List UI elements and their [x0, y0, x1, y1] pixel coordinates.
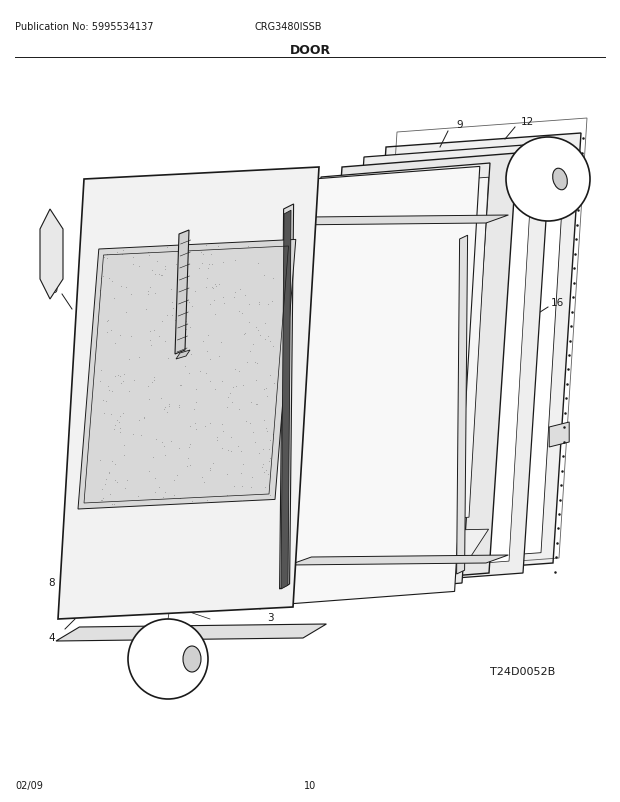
Text: T24D0052B: T24D0052B: [490, 666, 556, 676]
Text: 02/09: 02/09: [15, 780, 43, 790]
Polygon shape: [288, 167, 480, 604]
Polygon shape: [286, 216, 508, 225]
Polygon shape: [314, 154, 517, 587]
Ellipse shape: [183, 646, 201, 672]
Text: 40: 40: [226, 282, 239, 293]
Text: 39: 39: [45, 285, 59, 294]
Polygon shape: [176, 350, 190, 359]
Ellipse shape: [552, 169, 567, 191]
Text: 23: 23: [469, 553, 482, 562]
Text: 4: 4: [49, 632, 55, 642]
Text: 6: 6: [285, 227, 291, 237]
Polygon shape: [456, 236, 467, 574]
Polygon shape: [350, 160, 533, 573]
Polygon shape: [281, 211, 291, 589]
Polygon shape: [452, 416, 464, 529]
Polygon shape: [293, 164, 490, 597]
Text: 7: 7: [365, 207, 371, 217]
Text: eReplacementParts.com: eReplacementParts.com: [230, 464, 350, 475]
Text: 17: 17: [479, 327, 492, 338]
Text: CRG3480ISSB: CRG3480ISSB: [255, 22, 322, 32]
Text: 10: 10: [539, 171, 557, 184]
Text: 16: 16: [551, 298, 564, 308]
Text: 40: 40: [301, 550, 314, 561]
Polygon shape: [452, 525, 465, 533]
Polygon shape: [334, 178, 489, 528]
Polygon shape: [175, 231, 189, 354]
Polygon shape: [56, 624, 326, 642]
Polygon shape: [358, 134, 581, 577]
Text: 3: 3: [267, 612, 273, 622]
Text: 52: 52: [128, 306, 141, 317]
Polygon shape: [58, 168, 319, 619]
Text: 5: 5: [329, 504, 335, 514]
Text: DOOR: DOOR: [290, 44, 330, 57]
Polygon shape: [289, 555, 508, 565]
Text: 60B: 60B: [146, 653, 170, 666]
Polygon shape: [40, 210, 63, 300]
Text: 12: 12: [520, 117, 534, 127]
Polygon shape: [370, 148, 565, 565]
Polygon shape: [549, 423, 569, 448]
Text: Publication No: 5995534137: Publication No: 5995534137: [15, 22, 154, 32]
Polygon shape: [334, 529, 489, 562]
Polygon shape: [336, 144, 551, 587]
Polygon shape: [78, 240, 296, 509]
Text: 10: 10: [304, 780, 316, 790]
Text: 9: 9: [457, 119, 463, 130]
Circle shape: [128, 619, 208, 699]
Text: 8: 8: [49, 577, 55, 587]
Circle shape: [506, 138, 590, 221]
Text: 16: 16: [445, 379, 459, 390]
Text: 17: 17: [378, 232, 392, 241]
Polygon shape: [280, 205, 294, 589]
Text: 23: 23: [218, 213, 232, 223]
